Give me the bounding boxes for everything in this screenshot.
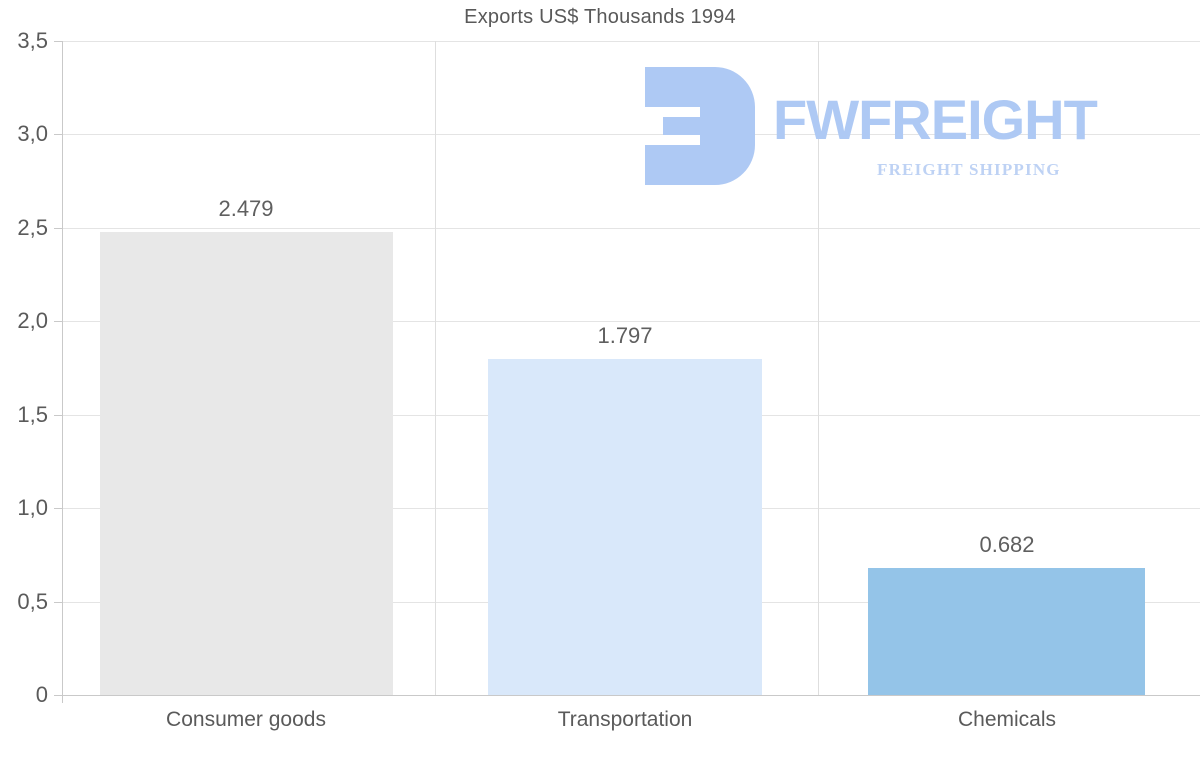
y-axis-label-0-5: 0,5 [17,589,48,614]
y-axis-label-3-5: 3,5 [17,28,48,53]
bar-consumer-goods[interactable] [100,232,393,695]
gridline-horizontal-3-5 [62,41,1200,42]
gridline-vertical-1 [435,41,436,695]
y-axis-label-2-5: 2,5 [17,215,48,240]
y-tick-mark-3-5 [54,41,62,42]
y-tick-mark-1-0 [54,508,62,509]
x-axis-label-chemicals: Chemicals [957,708,1057,731]
gridline-horizontal-2-0 [62,321,1200,322]
y-tick-mark-0-5 [54,602,62,603]
gridline-horizontal-2-5 [62,228,1200,229]
y-axis-label-1-0: 1,0 [17,495,48,520]
bar-chemicals[interactable] [868,568,1145,695]
bar-value-label-chemicals: 0.682 [979,532,1035,557]
y-tick-mark-1-5 [54,415,62,416]
gridline-horizontal-3-0 [62,134,1200,135]
bar-transportation[interactable] [488,359,762,695]
x-axis-label-transportation: Transportation [557,708,693,731]
x-axis-label-consumer-goods: Consumer goods [166,708,326,731]
y-axis-label-1-5: 1,5 [17,402,48,427]
y-axis-label-2-0: 2,0 [17,308,48,333]
y-axis-line [62,41,63,703]
bar-value-label-transportation: 1.797 [597,323,653,348]
y-tick-mark-2-0 [54,321,62,322]
y-axis-label-3-0: 3,0 [17,121,48,146]
bar-value-label-consumer-goods: 2.479 [218,196,274,221]
x-axis-line [54,695,1200,696]
y-tick-mark-3-0 [54,134,62,135]
gridline-vertical-2 [818,41,819,695]
y-tick-mark-2-5 [54,228,62,229]
plot-area [62,41,1200,695]
y-axis-label-0: 0 [35,682,48,707]
chart-title: Exports US$ Thousands 1994 [464,6,736,28]
y-tick-mark-0 [54,695,62,696]
